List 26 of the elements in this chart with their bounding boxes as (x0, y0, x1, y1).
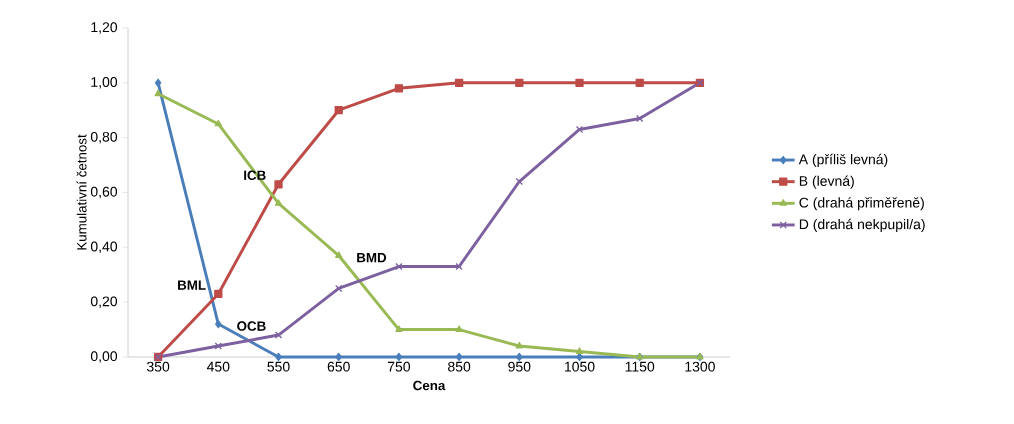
y-axis-title: Kumulativní četnost (76, 134, 87, 250)
x-tick-label: 950 (508, 361, 531, 372)
legend-label: B (levná) (799, 175, 854, 189)
x-tick-label: 850 (448, 361, 471, 372)
legend-label: D (drahá nekpupil/a) (799, 218, 925, 233)
y-tick-label: 1,00 (91, 77, 118, 89)
annotation: BMD (357, 253, 387, 263)
legend-label: A (příliš levná) (798, 153, 888, 168)
y-tick-label: 0,20 (90, 296, 118, 308)
x-tick-label: 1300 (685, 361, 715, 372)
y-tick-label: 0,40 (90, 241, 118, 254)
y-tick-label: 1,20 (91, 22, 118, 34)
annotation: BML (178, 280, 206, 290)
x-axis-title: Cena (413, 380, 446, 391)
x-tick-label: 1150 (625, 361, 655, 372)
y-tick-label: 0,80 (90, 131, 118, 144)
x-tick-label: 750 (387, 361, 411, 372)
x-tick-label: 450 (206, 361, 230, 372)
x-tick-label: 650 (327, 361, 350, 372)
x-tick-label: 1050 (565, 361, 595, 372)
annotation: OCB (237, 321, 266, 331)
y-tick-label: 0,60 (90, 186, 118, 199)
x-tick-label: 350 (146, 361, 170, 372)
y-tick-label: 0,00 (90, 351, 118, 363)
legend-label: C (drahá přiměřeně) (799, 197, 924, 211)
x-tick-label: 550 (267, 361, 290, 372)
